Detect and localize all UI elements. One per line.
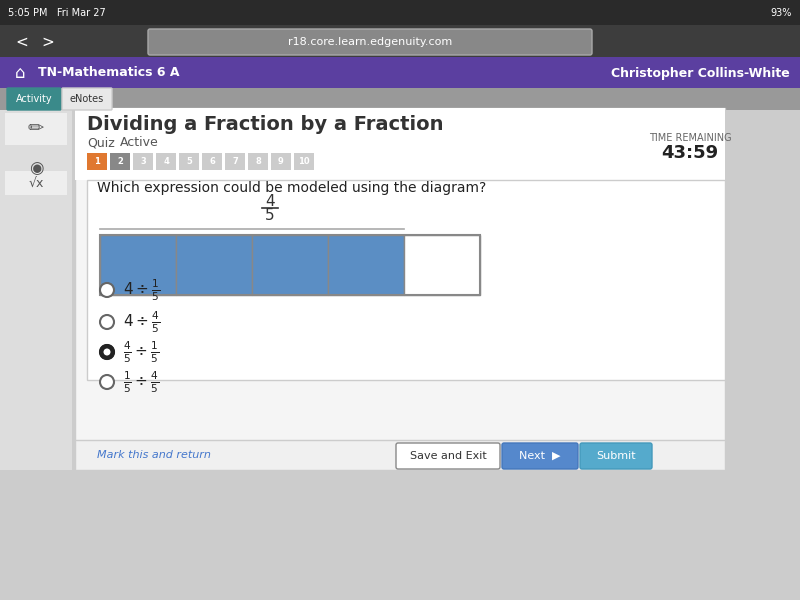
FancyBboxPatch shape	[580, 443, 652, 469]
Text: $\frac{1}{5}\div\frac{4}{5}$: $\frac{1}{5}\div\frac{4}{5}$	[123, 369, 159, 395]
Text: Dividing a Fraction by a Fraction: Dividing a Fraction by a Fraction	[87, 115, 443, 134]
FancyBboxPatch shape	[7, 88, 61, 110]
Text: 4: 4	[265, 194, 275, 209]
Bar	[100, 235, 176, 295]
Text: Christopher Collins-White: Christopher Collins-White	[611, 67, 790, 79]
Bar	[100, 235, 480, 295]
Bar	[87, 152, 107, 169]
Text: ◉: ◉	[29, 159, 43, 177]
Text: 5:05 PM   Fri Mar 27: 5:05 PM Fri Mar 27	[8, 8, 106, 18]
FancyBboxPatch shape	[62, 88, 112, 110]
Text: 7: 7	[232, 157, 238, 166]
Text: 6: 6	[209, 157, 215, 166]
Text: 9: 9	[278, 157, 284, 166]
Text: Active: Active	[120, 136, 158, 149]
Bar	[179, 152, 199, 169]
Bar	[0, 57, 800, 88]
Bar	[0, 108, 72, 470]
Text: Which expression could be modeled using the diagram?: Which expression could be modeled using …	[97, 181, 486, 195]
Circle shape	[100, 345, 114, 359]
Circle shape	[100, 345, 114, 359]
FancyBboxPatch shape	[502, 443, 578, 469]
Bar	[328, 235, 404, 295]
Text: Submit: Submit	[596, 451, 636, 461]
Bar	[133, 152, 153, 169]
Bar	[0, 0, 800, 25]
Text: Save and Exit: Save and Exit	[410, 451, 486, 461]
Text: Mark this and return: Mark this and return	[97, 450, 211, 460]
Circle shape	[100, 283, 114, 297]
Bar	[404, 235, 480, 295]
Text: >: >	[42, 34, 54, 49]
Text: 3: 3	[140, 157, 146, 166]
Bar	[5, 171, 67, 195]
Text: 1: 1	[94, 157, 100, 166]
Text: 2: 2	[117, 157, 123, 166]
Text: TN-Mathematics 6 A: TN-Mathematics 6 A	[38, 67, 179, 79]
Text: $4\div\frac{4}{5}$: $4\div\frac{4}{5}$	[123, 309, 160, 335]
Text: 4: 4	[163, 157, 169, 166]
Circle shape	[103, 349, 110, 355]
Bar	[225, 152, 245, 169]
Text: 43:59: 43:59	[662, 144, 718, 162]
Text: $4\div\frac{1}{5}$: $4\div\frac{1}{5}$	[123, 277, 160, 303]
Text: Activity: Activity	[16, 94, 52, 104]
Bar	[156, 152, 176, 169]
Text: 5: 5	[265, 208, 275, 223]
Circle shape	[100, 375, 114, 389]
Text: <: <	[16, 34, 28, 49]
Bar	[294, 152, 314, 169]
Bar	[87, 180, 725, 380]
Text: ✏: ✏	[28, 119, 44, 139]
Circle shape	[100, 315, 114, 329]
Text: $\frac{4}{5}\div\frac{1}{5}$: $\frac{4}{5}\div\frac{1}{5}$	[123, 339, 159, 365]
Text: eNotes: eNotes	[70, 94, 104, 104]
Bar	[176, 235, 252, 295]
Bar	[271, 152, 291, 169]
Bar	[75, 108, 725, 180]
Text: r18.core.learn.edgenuity.com: r18.core.learn.edgenuity.com	[288, 37, 452, 47]
Bar	[202, 152, 222, 169]
Text: 10: 10	[298, 157, 310, 166]
Bar	[248, 152, 268, 169]
Bar	[75, 440, 725, 470]
Bar	[110, 152, 130, 169]
Text: ⌂: ⌂	[14, 64, 26, 82]
Text: Next  ▶: Next ▶	[519, 451, 561, 461]
Bar	[0, 25, 800, 57]
Text: Quiz: Quiz	[87, 136, 114, 149]
FancyBboxPatch shape	[148, 29, 592, 55]
FancyBboxPatch shape	[396, 443, 500, 469]
Bar	[0, 88, 800, 110]
Text: √x: √x	[28, 176, 44, 190]
Text: 5: 5	[186, 157, 192, 166]
Text: 8: 8	[255, 157, 261, 166]
Text: 93%: 93%	[770, 8, 792, 18]
Bar	[75, 108, 725, 470]
Text: TIME REMAINING: TIME REMAINING	[649, 133, 731, 143]
Bar	[252, 235, 328, 295]
Bar	[5, 113, 67, 145]
